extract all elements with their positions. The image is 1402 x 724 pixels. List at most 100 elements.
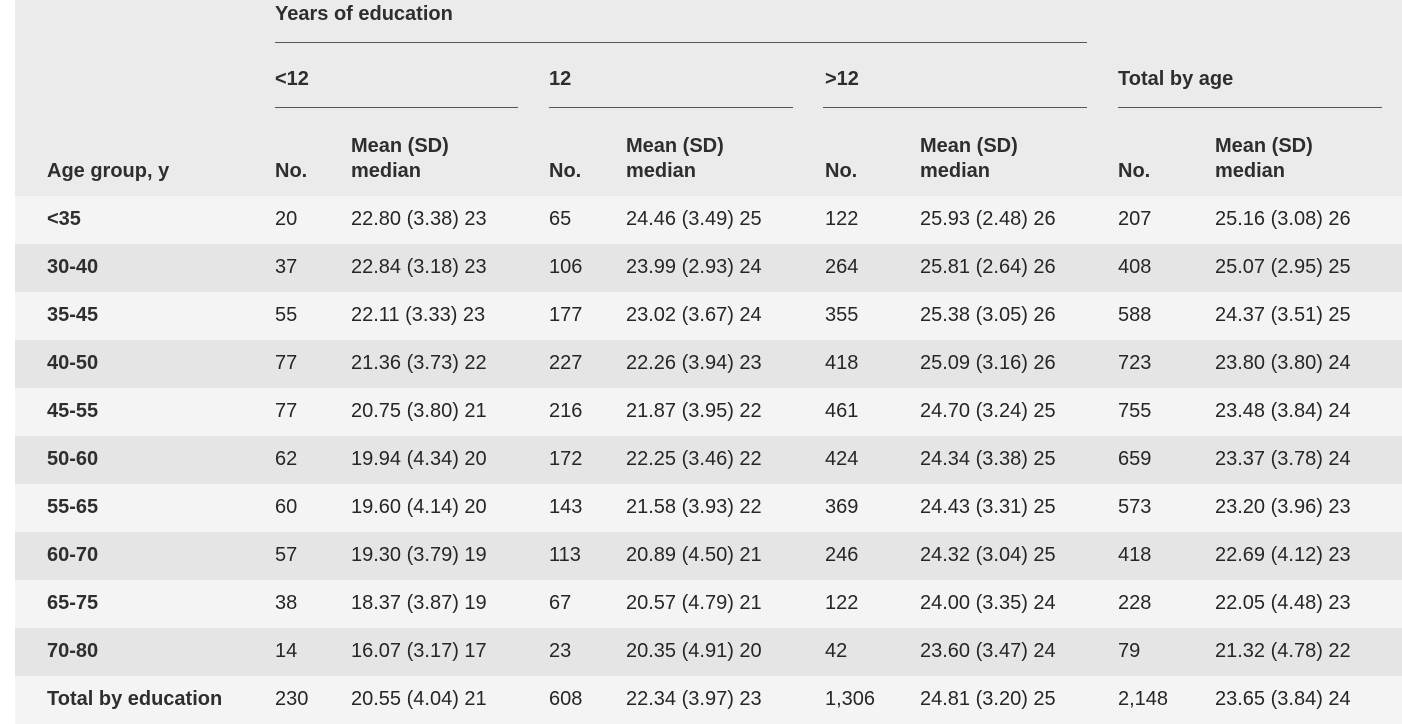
table-cell: 23.20 (3.96) 23 (1215, 496, 1351, 518)
row-label: 30-40 (47, 256, 99, 278)
table-cell: 77 (275, 352, 298, 374)
table-row: 55-65 60 19.60 (4.14) 20 143 21.58 (3.93) 22… (15, 484, 1402, 532)
table-cell: 113 (549, 544, 581, 566)
table-cell: 25.38 (3.05) 26 (920, 304, 1056, 326)
table-cell: 22.05 (4.48) 23 (1215, 592, 1351, 614)
table-cell: 24.37 (3.51) 25 (1215, 304, 1351, 326)
table-cell: 723 (1118, 352, 1152, 374)
table-row: 40-50 77 21.36 (3.73) 22 227 22.26 (3.94) 23… (15, 340, 1402, 388)
column-header: median (351, 160, 422, 182)
table-cell: 408 (1118, 256, 1152, 278)
table-cell: 418 (825, 352, 859, 374)
table-cell: 2,148 (1118, 688, 1169, 710)
table-cell: 1,306 (825, 688, 876, 710)
table-cell: 24.34 (3.38) 25 (920, 448, 1056, 470)
table-cell: 143 (549, 496, 583, 518)
group-header: <12 (275, 68, 309, 90)
table-cell: 207 (1118, 208, 1152, 230)
table-cell: 21.58 (3.93) 22 (626, 496, 762, 518)
table-cell: 77 (275, 400, 298, 422)
table-cell: 37 (275, 256, 298, 278)
row-label: 60-70 (47, 544, 99, 566)
table-cell: 246 (825, 544, 859, 566)
table-cell: 355 (825, 304, 859, 326)
table-cell: 20.57 (4.79) 21 (626, 592, 762, 614)
row-label: 50-60 (47, 448, 99, 470)
table-cell: 25.16 (3.08) 26 (1215, 208, 1351, 230)
group-header: >12 (825, 68, 859, 90)
table-row: Total by education 230 20.55 (4.04) 21 608 2… (15, 676, 1402, 724)
table-cell: 24.70 (3.24) 25 (920, 400, 1056, 422)
column-header: Mean (SD) (351, 135, 449, 157)
header-rule (823, 107, 1087, 108)
table-cell: 14 (275, 640, 298, 662)
table-cell: 230 (275, 688, 309, 710)
column-header: Mean (SD) (920, 135, 1018, 157)
table-cell: 608 (549, 688, 583, 710)
table-cell: 16.07 (3.17) 17 (351, 640, 487, 662)
table-cell: 23.02 (3.67) 24 (626, 304, 762, 326)
row-label: 35-45 (47, 304, 99, 326)
table-row: 30-40 37 22.84 (3.18) 23 106 23.99 (2.93) 24… (15, 244, 1402, 292)
row-label: <35 (47, 208, 81, 230)
table-cell: 24.81 (3.20) 25 (920, 688, 1056, 710)
table-cell: 122 (825, 208, 859, 230)
group-header: Total by age (1118, 68, 1234, 90)
table-cell: 22.11 (3.33) 23 (351, 304, 486, 326)
table-cell: 755 (1118, 400, 1152, 422)
table-cell: 62 (275, 448, 298, 470)
table-cell: 23.65 (3.84) 24 (1215, 688, 1351, 710)
table-cell: 264 (825, 256, 859, 278)
header-rule (1118, 107, 1382, 108)
table-row: 65-75 38 18.37 (3.87) 19 67 20.57 (4.79) 21 1… (15, 580, 1402, 628)
column-header: median (1215, 160, 1286, 182)
column-header: No. (825, 160, 858, 182)
table-cell: 60 (275, 496, 298, 518)
table-cell: 573 (1118, 496, 1152, 518)
table-cell: 23.48 (3.84) 24 (1215, 400, 1351, 422)
row-label: 70-80 (47, 640, 99, 662)
table-cell: 461 (825, 400, 859, 422)
table-cell: 23.37 (3.78) 24 (1215, 448, 1351, 470)
header-rule (549, 107, 793, 108)
table-cell: 22.69 (4.12) 23 (1215, 544, 1351, 566)
row-header-label: Age group, y (47, 160, 170, 182)
table-cell: 57 (275, 544, 298, 566)
header-rule (275, 42, 1087, 43)
row-label: Total by education (47, 688, 223, 710)
table-cell: 106 (549, 256, 583, 278)
table-cell: 24.32 (3.04) 25 (920, 544, 1056, 566)
table-row: 70-80 14 16.07 (3.17) 17 23 20.35 (4.91) 20 4… (15, 628, 1402, 676)
table-row: 50-60 62 19.94 (4.34) 20 172 22.25 (3.46) 22… (15, 436, 1402, 484)
table-cell: 65 (549, 208, 572, 230)
table-cell: 23.60 (3.47) 24 (920, 640, 1056, 662)
column-header: Mean (SD) (1215, 135, 1313, 157)
table-cell: 227 (549, 352, 583, 374)
row-label: 65-75 (47, 592, 99, 614)
table-cell: 21.32 (4.78) 22 (1215, 640, 1351, 662)
table-cell: 20 (275, 208, 298, 230)
header-rule (275, 107, 518, 108)
column-header: No. (1118, 160, 1151, 182)
table-cell: 20.75 (3.80) 21 (351, 400, 487, 422)
table-cell: 23 (549, 640, 572, 662)
table-cell: 55 (275, 304, 298, 326)
table-row: 45-55 77 20.75 (3.80) 21 216 21.87 (3.95) 22… (15, 388, 1402, 436)
table-cell: 172 (549, 448, 583, 470)
table-cell: 22.25 (3.46) 22 (626, 448, 762, 470)
table-cell: 25.07 (2.95) 25 (1215, 256, 1351, 278)
column-header: No. (275, 160, 308, 182)
table-cell: 24.46 (3.49) 25 (626, 208, 762, 230)
row-label: 55-65 (47, 496, 99, 518)
column-header: No. (549, 160, 582, 182)
group-label: Years of education (275, 3, 453, 25)
group-header: 12 (549, 68, 572, 90)
table-cell: 21.36 (3.73) 22 (351, 352, 487, 374)
table-cell: 369 (825, 496, 859, 518)
row-label: 40-50 (47, 352, 99, 374)
table-cell: 23.99 (2.93) 24 (626, 256, 762, 278)
table-cell: 25.09 (3.16) 26 (920, 352, 1056, 374)
table-cell: 25.81 (2.64) 26 (920, 256, 1056, 278)
table-cell: 22.26 (3.94) 23 (626, 352, 762, 374)
table-cell: 177 (549, 304, 583, 326)
